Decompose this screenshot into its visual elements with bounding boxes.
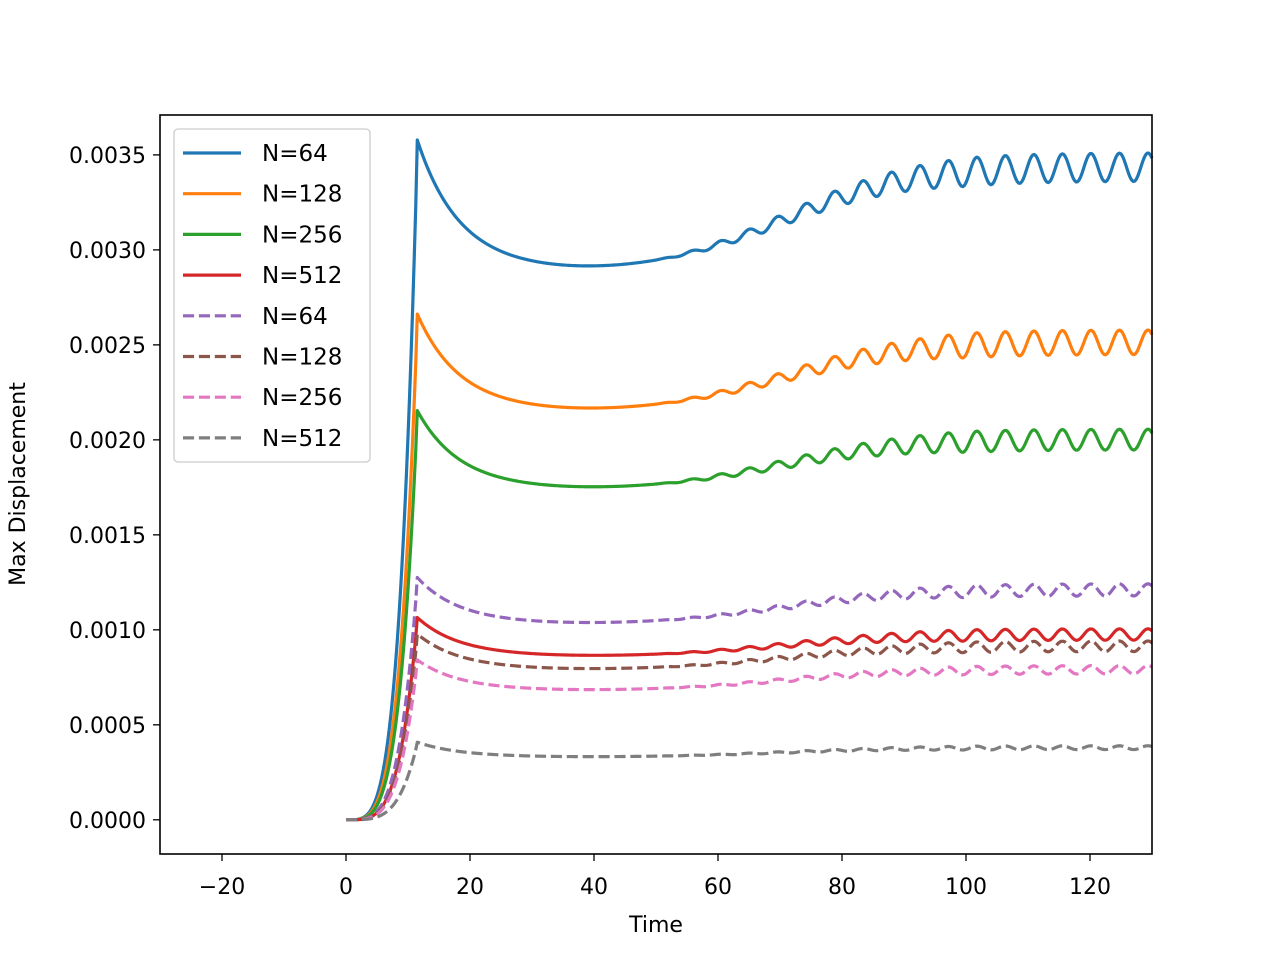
y-tick-label: 0.0020 (69, 429, 146, 454)
y-axis-ticks: 0.0000 0.0005 0.0010 0.0015 0.0020 0.0025 0.00… (69, 144, 160, 834)
x-tick-label: 60 (704, 875, 732, 900)
legend-label: N=128 (262, 345, 342, 371)
y-tick-label: 0.0015 (69, 524, 146, 549)
y-tick-label: 0.0030 (69, 239, 146, 264)
series-line (345, 615, 1154, 822)
y-tick-label: 0.0000 (69, 809, 146, 834)
x-tick-label: −20 (199, 875, 245, 900)
y-tick-label: 0.0010 (69, 619, 146, 644)
y-tick-label: 0.0025 (69, 334, 146, 359)
series-layer (345, 138, 1154, 822)
x-axis-ticks: −20 0 20 40 60 80 100 120 (199, 854, 1111, 900)
legend-label: N=64 (262, 141, 328, 167)
y-tick-label: 0.0035 (69, 144, 146, 169)
legend-label: N=256 (262, 385, 342, 411)
legend-label: N=512 (262, 263, 342, 289)
series-line (345, 632, 1153, 822)
y-axis-label: Max Displacement (6, 382, 31, 586)
x-axis-label: Time (628, 913, 683, 938)
x-tick-label: 80 (828, 875, 856, 900)
legend-label: N=256 (262, 222, 342, 248)
series-line (345, 740, 1153, 822)
series-line (345, 138, 1154, 822)
x-tick-label: 20 (456, 875, 484, 900)
y-tick-label: 0.0005 (69, 714, 146, 739)
legend-label: N=128 (262, 182, 342, 208)
plot-frame (159, 114, 1153, 855)
x-tick-label: 40 (580, 875, 608, 900)
series-line (345, 408, 1154, 822)
series-line (345, 312, 1154, 822)
legend-label: N=64 (262, 304, 328, 330)
series-line (345, 575, 1154, 822)
x-tick-label: 100 (945, 875, 987, 900)
series-line (345, 658, 1153, 822)
legend-box (173, 128, 371, 463)
x-tick-label: 0 (339, 875, 353, 900)
legend: N=64 N=128 N=256 N=512 N=64 N=128 N=256 N=512 (173, 128, 371, 463)
legend-label: N=512 (262, 426, 342, 452)
x-tick-label: 120 (1069, 875, 1111, 900)
